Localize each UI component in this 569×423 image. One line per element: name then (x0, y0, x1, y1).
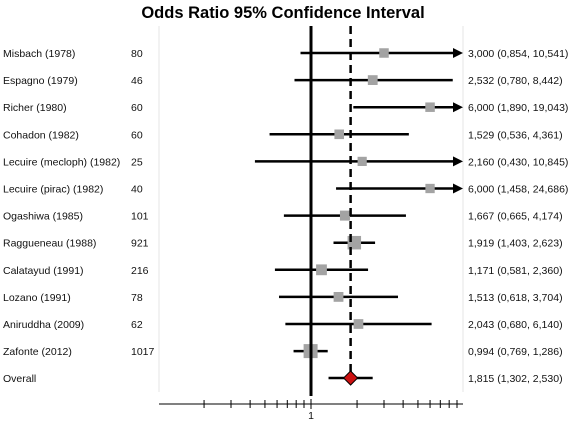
study-name: Misbach (1978) (3, 48, 75, 60)
study-name: Espagno (1979) (3, 75, 78, 87)
study-name: Zafonte (2012) (3, 346, 72, 358)
study-n: 921 (131, 238, 149, 250)
x-axis (159, 399, 463, 409)
study-row: Ogashiwa (1985) 101 1,667 (0,665, 4,174) (3, 210, 563, 223)
study-n: 40 (131, 184, 143, 196)
study-name: Raggueneau (1988) (3, 238, 96, 250)
study-row: Misbach (1978) 80 3,000 (0,854, 10,541) (3, 48, 568, 60)
study-n: 25 (131, 156, 143, 168)
study-row: Richer (1980) 60 6,000 (1,890, 19,043) (3, 102, 568, 114)
ci-text: 6,000 (1,890, 19,043) (468, 102, 568, 114)
ci-text: 1,171 (0,581, 2,360) (468, 265, 563, 277)
ci-text: 6,000 (1,458, 24,686) (468, 184, 568, 196)
study-row: Raggueneau (1988) 921 1,919 (1,403, 2,623) (3, 235, 563, 250)
study-n: 216 (131, 265, 149, 277)
study-n: 1017 (131, 346, 155, 358)
study-name: Aniruddha (2009) (3, 319, 84, 331)
ci-text: 1,529 (0,536, 4,361) (468, 129, 563, 141)
study-n: 78 (131, 292, 143, 304)
ci-arrow (453, 102, 463, 113)
study-row: Aniruddha (2009) 62 2,043 (0,680, 6,140) (3, 319, 563, 331)
point-estimate (379, 48, 389, 58)
study-n: 101 (131, 211, 149, 223)
study-row: Calatayud (1991) 216 1,171 (0,581, 2,360) (3, 264, 563, 277)
study-name: Ogashiwa (1985) (3, 211, 83, 223)
overall-row: Overall 1,815 (1,302, 2,530) (3, 373, 563, 385)
study-n: 46 (131, 75, 143, 87)
study-row: Espagno (1979) 46 2,532 (0,780, 8,442) (3, 75, 563, 87)
ci-arrow (453, 156, 463, 167)
point-estimate (333, 292, 344, 302)
point-estimate (425, 102, 435, 112)
study-name: Lecuire (pirac) (1982) (3, 184, 103, 196)
ci-text: 1,667 (0,665, 4,174) (468, 211, 563, 223)
ci-arrow (453, 48, 463, 58)
point-estimate (334, 129, 345, 140)
overall-ci-text: 1,815 (1,302, 2,530) (468, 373, 563, 385)
ci-arrow (453, 183, 463, 194)
study-n: 62 (131, 319, 143, 331)
overall-label: Overall (3, 373, 36, 385)
study-name: Richer (1980) (3, 102, 67, 114)
chart-title: Odds Ratio 95% Confidence Interval (141, 4, 424, 22)
overall-diamond (342, 370, 359, 386)
point-estimate (367, 75, 378, 85)
study-row: Lecuire (pirac) (1982) 40 6,000 (1,458, 24… (3, 183, 568, 196)
x-tick-label: 1 (308, 410, 314, 422)
point-estimate (353, 319, 364, 329)
study-row: Lecuire (mecloph) (1982) 25 2,160 (0,430, … (3, 156, 568, 168)
study-n: 60 (131, 129, 143, 141)
study-n: 80 (131, 48, 143, 60)
ci-text: 0,994 (0,769, 1,286) (468, 346, 563, 358)
study-name: Cohadon (1982) (3, 129, 79, 141)
point-estimate (339, 210, 350, 221)
ci-text: 1,919 (1,403, 2,623) (468, 238, 563, 250)
point-estimate (316, 264, 327, 276)
study-name: Lecuire (mecloph) (1982) (3, 156, 120, 168)
ci-text: 2,532 (0,780, 8,442) (468, 75, 563, 87)
ci-text: 2,160 (0,430, 10,845) (468, 156, 568, 168)
point-estimate (425, 183, 435, 194)
ci-text: 1,513 (0,618, 3,704) (468, 292, 563, 304)
study-row: Cohadon (1982) 60 1,529 (0,536, 4,361) (3, 129, 563, 141)
ci-text: 3,000 (0,854, 10,541) (468, 48, 568, 60)
point-estimate (357, 156, 367, 166)
study-n: 60 (131, 102, 143, 114)
study-name: Lozano (1991) (3, 292, 71, 304)
study-row: Zafonte (2012) 1017 0,994 (0,769, 1,286) (3, 344, 563, 359)
ci-text: 2,043 (0,680, 6,140) (468, 319, 563, 331)
study-row: Lozano (1991) 78 1,513 (0,618, 3,704) (3, 292, 563, 304)
study-name: Calatayud (1991) (3, 265, 84, 277)
